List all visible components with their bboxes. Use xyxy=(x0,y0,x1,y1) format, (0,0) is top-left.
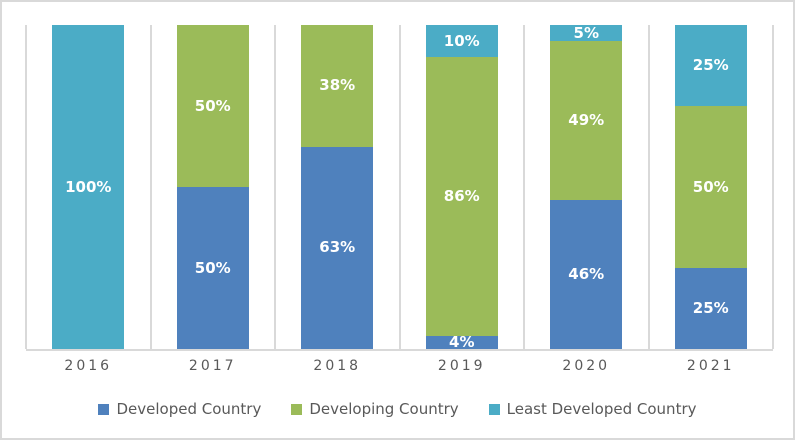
bar-segment-2016-least-developed-country: 100% xyxy=(52,25,125,349)
bar-segment-2020-developed-country: 46% xyxy=(550,199,623,349)
category-gridline xyxy=(523,25,525,349)
category-gridline xyxy=(25,25,27,349)
bar-value-label: 100% xyxy=(65,177,112,196)
legend-label: Least Developed Country xyxy=(506,400,697,418)
bar-segment-2017-developing-country: 50% xyxy=(176,25,249,187)
bar-column-2019: 4% 86% 10% xyxy=(425,25,498,352)
x-tick-2016: 2016 xyxy=(64,358,113,374)
bar-column-2017: 50% 50% xyxy=(176,25,249,349)
bar-segment-2020-least-developed-country: 5% xyxy=(550,23,623,42)
bar-segment-2020-developing-country: 49% xyxy=(550,41,623,200)
bar-value-label: 50% xyxy=(194,258,231,277)
bar-column-2016: 100% xyxy=(52,25,125,349)
bar-segment-2021-developed-country: 25% xyxy=(674,268,747,349)
bar-column-2020: 46% 49% 5% xyxy=(550,23,623,349)
bar-segment-2017-developed-country: 50% xyxy=(176,187,249,349)
bar-segment-2021-least-developed-country: 25% xyxy=(674,25,747,106)
legend-item-developing-country: Developing Country xyxy=(291,400,459,418)
bar-segment-2019-developing-country: 86% xyxy=(425,57,498,337)
category-gridline xyxy=(274,25,276,349)
x-tick-2017: 2017 xyxy=(188,358,237,374)
legend-swatch-icon xyxy=(291,403,303,415)
bar-value-label: 10% xyxy=(443,31,480,50)
bar-segment-2021-developing-country: 50% xyxy=(674,106,747,268)
bar-column-2021: 25% 50% 25% xyxy=(674,25,747,349)
bar-value-label: 25% xyxy=(692,299,729,317)
x-tick-2018: 2018 xyxy=(313,358,362,374)
bar-value-label: 38% xyxy=(319,76,356,95)
bar-value-label: 63% xyxy=(319,238,356,257)
legend-label: Developed Country xyxy=(116,400,262,418)
bar-value-label: 25% xyxy=(692,56,729,74)
legend-item-developed-country: Developed Country xyxy=(98,400,261,418)
legend-item-least-developed-country: Least Developed Country xyxy=(488,400,697,418)
category-gridline xyxy=(398,25,401,349)
bar-value-label: 46% xyxy=(568,264,605,283)
bar-column-2018: 63% 38% xyxy=(301,25,374,349)
bar-segment-2019-least-developed-country: 10% xyxy=(425,25,498,58)
bar-segment-2019-developed-country: 4% xyxy=(425,333,498,352)
legend-swatch-icon xyxy=(488,403,500,415)
x-tick-2021: 2021 xyxy=(686,358,735,374)
category-gridline xyxy=(149,25,152,349)
legend-swatch-icon xyxy=(98,403,110,415)
plot-area: 100% 50% 50% 63% 38% 4% 86% 10% 46% 49% 5% 25% 50% 25… xyxy=(25,23,774,352)
category-gridline xyxy=(647,25,650,349)
bar-value-label: 86% xyxy=(443,187,480,206)
bar-value-label: 50% xyxy=(692,177,729,196)
x-tick-2020: 2020 xyxy=(562,358,611,374)
category-gridline xyxy=(772,25,774,349)
legend: Developed Country Developing Country Least… xyxy=(2,400,793,418)
x-axis-labels: 2016 2017 2018 2019 2020 2021 xyxy=(26,358,773,380)
bar-value-label: 50% xyxy=(194,96,231,115)
bar-segment-2018-developed-country: 63% xyxy=(301,146,374,349)
legend-label: Developing Country xyxy=(309,400,459,418)
bar-value-label: 5% xyxy=(573,23,599,42)
bar-value-label: 4% xyxy=(449,333,475,352)
bar-segment-2018-developing-country: 38% xyxy=(301,25,374,147)
x-tick-2019: 2019 xyxy=(437,358,486,374)
bar-value-label: 49% xyxy=(568,111,605,130)
